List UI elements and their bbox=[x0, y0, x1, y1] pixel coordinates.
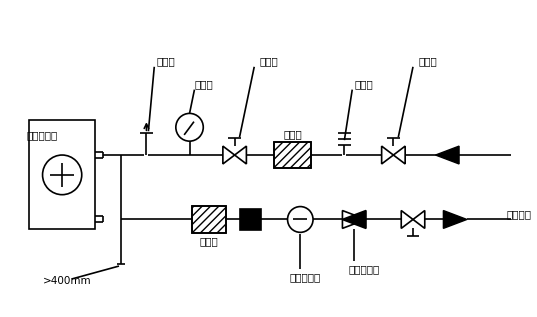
Text: 截止鄀: 截止鄀 bbox=[418, 56, 437, 66]
Text: 玻璃窥视镜: 玻璃窥视镜 bbox=[289, 272, 321, 282]
Bar bbox=[240, 209, 261, 230]
Text: 单向止回鄀: 单向止回鄀 bbox=[349, 264, 380, 274]
Bar bbox=[192, 206, 226, 233]
Text: 蝘汽加热器: 蝘汽加热器 bbox=[27, 130, 58, 140]
Text: 蝘汽系统: 蝘汽系统 bbox=[506, 210, 531, 220]
Text: 压力表: 压力表 bbox=[195, 79, 214, 89]
Bar bbox=[192, 206, 226, 233]
Text: >400mm: >400mm bbox=[42, 276, 91, 286]
Text: 安全阀: 安全阀 bbox=[157, 56, 176, 66]
Polygon shape bbox=[436, 146, 459, 164]
Bar bbox=[274, 142, 311, 168]
Bar bbox=[274, 142, 311, 168]
Text: 疏水鄀: 疏水鄀 bbox=[200, 236, 219, 246]
Text: 过滤器: 过滤器 bbox=[283, 129, 302, 139]
Text: 温度计: 温度计 bbox=[354, 79, 373, 89]
Bar bbox=[29, 120, 96, 230]
Text: 调节鄀: 调节鄀 bbox=[259, 56, 278, 66]
Polygon shape bbox=[444, 210, 467, 228]
Polygon shape bbox=[343, 210, 366, 228]
